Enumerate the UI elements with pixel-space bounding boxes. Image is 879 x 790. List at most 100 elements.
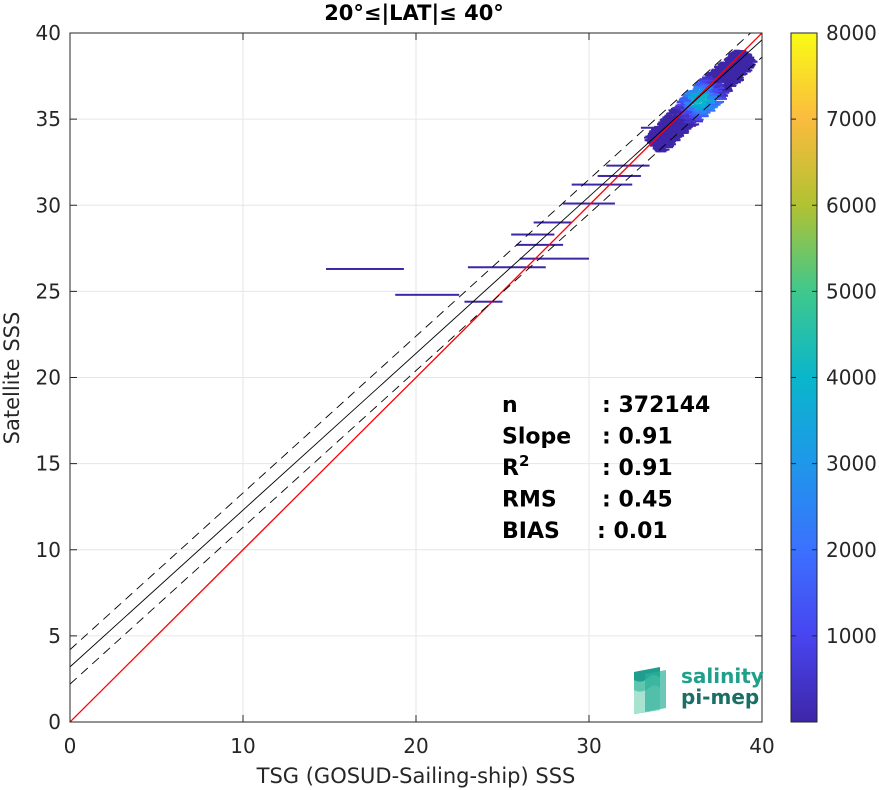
density-cell	[651, 133, 662, 136]
density-cell	[656, 126, 666, 129]
density-cell	[737, 67, 746, 70]
density-cell	[678, 116, 688, 119]
density-cell	[679, 113, 688, 116]
density-streak	[533, 221, 572, 224]
density-cell	[725, 57, 732, 60]
stat-label: BIAS	[502, 519, 560, 544]
density-cell	[734, 69, 741, 72]
density-cell	[660, 124, 672, 127]
density-cell	[672, 106, 685, 109]
density-cell	[726, 77, 732, 80]
density-cell	[669, 137, 678, 140]
density-cell	[644, 136, 651, 139]
density-cell	[661, 146, 674, 149]
density-cell	[679, 98, 688, 101]
density-cell	[695, 83, 702, 86]
density-cell	[722, 80, 731, 83]
density-cell	[681, 111, 692, 114]
density-cell	[679, 125, 685, 128]
density-cell	[698, 94, 709, 97]
density-cell	[671, 133, 677, 136]
density-cell	[681, 115, 689, 118]
density-cell	[722, 62, 730, 65]
density-cell	[736, 65, 745, 68]
density-cell	[667, 126, 678, 129]
stat-value: : 0.91	[602, 425, 673, 450]
density-cell	[676, 123, 683, 126]
stat-label: n	[502, 393, 518, 418]
density-cell	[656, 134, 669, 137]
density-cell	[684, 107, 695, 110]
density-cell	[691, 118, 704, 121]
density-cell	[711, 101, 723, 104]
y-tick-label: 10	[36, 538, 61, 562]
x-axis-label: TSG (GOSUD-Sailing-ship) SSS	[256, 764, 576, 788]
density-cell	[699, 78, 707, 81]
density-cell	[682, 94, 692, 97]
density-cell	[713, 97, 722, 100]
density-cell	[723, 64, 733, 67]
density-cell	[727, 61, 735, 64]
density-cell	[704, 109, 716, 112]
density-cell	[674, 120, 683, 123]
density-cell	[663, 129, 676, 132]
density-cell	[677, 129, 688, 132]
density-cell	[714, 72, 722, 75]
density-cell	[700, 96, 708, 99]
density-cell	[738, 59, 748, 62]
density-cell	[654, 125, 665, 128]
colorbar-tick-label: 4000	[826, 366, 877, 390]
density-cell	[705, 101, 716, 104]
density-cell	[658, 137, 667, 140]
y-tick-label: 20	[36, 366, 61, 390]
density-cell	[733, 61, 742, 64]
density-cell	[662, 132, 675, 135]
density-cell	[742, 65, 749, 68]
density-cell	[736, 50, 745, 53]
density-cell	[657, 122, 669, 125]
density-cell	[692, 100, 701, 103]
logo-line1: salinity	[681, 664, 764, 688]
density-cell	[690, 113, 703, 116]
density-cell	[653, 130, 664, 133]
density-cell	[681, 112, 687, 115]
density-cell	[742, 68, 750, 71]
density-cell	[729, 64, 735, 67]
density-cell	[648, 136, 653, 139]
colorbar-tick-label: 6000	[826, 193, 877, 217]
density-cell	[722, 89, 727, 92]
density-cell	[731, 75, 740, 78]
density-cell	[689, 115, 702, 118]
y-tick-label: 0	[48, 710, 61, 734]
density-cell	[650, 131, 656, 134]
density-cell	[713, 86, 725, 89]
density-cell	[680, 127, 690, 130]
density-cell	[716, 84, 725, 87]
density-cell	[722, 79, 730, 82]
density-cell	[685, 92, 692, 95]
density-cell	[705, 73, 713, 76]
density-cell	[660, 140, 668, 143]
density-cell	[668, 140, 676, 143]
density-cell	[733, 52, 744, 55]
density-cell	[690, 105, 701, 108]
density-cell	[692, 93, 703, 96]
density-streak	[326, 267, 404, 270]
density-cell	[679, 99, 692, 102]
colorbar-ticks: 1000 2000 3000 4000 5000 6000 7000 8000	[791, 21, 877, 648]
density-cell	[727, 60, 734, 63]
identity-line	[70, 33, 762, 722]
density-cell	[730, 73, 737, 76]
density-cell	[731, 63, 741, 66]
stat-value: : 0.45	[602, 488, 673, 513]
density-cell	[735, 53, 747, 56]
density-cell	[679, 131, 687, 134]
density-cell	[676, 119, 685, 122]
density-cell	[660, 118, 671, 121]
x-tick-label: 20	[403, 734, 428, 758]
density-cell	[701, 79, 710, 82]
colorbar-tick-label: 2000	[826, 538, 877, 562]
fit-upper-line	[70, 33, 752, 650]
density-cell	[658, 141, 665, 144]
stat-label: Slope	[502, 425, 571, 450]
